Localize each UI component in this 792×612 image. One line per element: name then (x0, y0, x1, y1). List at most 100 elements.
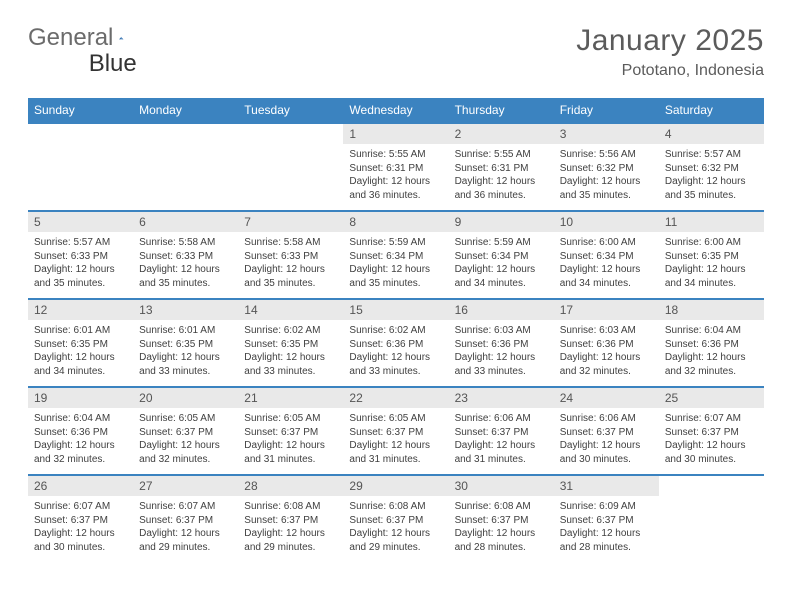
day-content: Sunrise: 5:58 AMSunset: 6:33 PMDaylight:… (238, 232, 343, 298)
day-number: 30 (449, 476, 554, 496)
calendar-day-cell (238, 123, 343, 211)
day-content: Sunrise: 6:01 AMSunset: 6:35 PMDaylight:… (28, 320, 133, 386)
day-content: Sunrise: 6:05 AMSunset: 6:37 PMDaylight:… (238, 408, 343, 474)
day-content: Sunrise: 5:58 AMSunset: 6:33 PMDaylight:… (133, 232, 238, 298)
calendar-week-row: 1Sunrise: 5:55 AMSunset: 6:31 PMDaylight… (28, 123, 764, 211)
calendar-week-row: 12Sunrise: 6:01 AMSunset: 6:35 PMDayligh… (28, 299, 764, 387)
day-content: Sunrise: 6:06 AMSunset: 6:37 PMDaylight:… (449, 408, 554, 474)
day-content: Sunrise: 6:07 AMSunset: 6:37 PMDaylight:… (28, 496, 133, 562)
day-content (133, 144, 238, 202)
calendar-day-cell: 1Sunrise: 5:55 AMSunset: 6:31 PMDaylight… (343, 123, 448, 211)
day-content: Sunrise: 5:55 AMSunset: 6:31 PMDaylight:… (449, 144, 554, 210)
day-number: 1 (343, 124, 448, 144)
calendar-day-cell: 8Sunrise: 5:59 AMSunset: 6:34 PMDaylight… (343, 211, 448, 299)
day-number: 23 (449, 388, 554, 408)
logo-sail-icon (119, 28, 124, 48)
day-content: Sunrise: 6:05 AMSunset: 6:37 PMDaylight:… (343, 408, 448, 474)
location: Pototano, Indonesia (576, 62, 764, 80)
weekday-header: Saturday (659, 98, 764, 123)
day-number: 5 (28, 212, 133, 232)
day-number: 27 (133, 476, 238, 496)
day-number: 17 (554, 300, 659, 320)
day-number: 19 (28, 388, 133, 408)
calendar-day-cell: 20Sunrise: 6:05 AMSunset: 6:37 PMDayligh… (133, 387, 238, 475)
calendar-week-row: 19Sunrise: 6:04 AMSunset: 6:36 PMDayligh… (28, 387, 764, 475)
calendar-day-cell: 14Sunrise: 6:02 AMSunset: 6:35 PMDayligh… (238, 299, 343, 387)
calendar-body: 1Sunrise: 5:55 AMSunset: 6:31 PMDaylight… (28, 123, 764, 562)
weekday-header: Monday (133, 98, 238, 123)
day-content: Sunrise: 6:08 AMSunset: 6:37 PMDaylight:… (343, 496, 448, 562)
day-number (238, 124, 343, 144)
day-content: Sunrise: 6:00 AMSunset: 6:34 PMDaylight:… (554, 232, 659, 298)
calendar-day-cell: 2Sunrise: 5:55 AMSunset: 6:31 PMDaylight… (449, 123, 554, 211)
day-content: Sunrise: 6:04 AMSunset: 6:36 PMDaylight:… (28, 408, 133, 474)
day-content: Sunrise: 6:01 AMSunset: 6:35 PMDaylight:… (133, 320, 238, 386)
day-content: Sunrise: 6:02 AMSunset: 6:36 PMDaylight:… (343, 320, 448, 386)
day-number: 8 (343, 212, 448, 232)
day-number: 10 (554, 212, 659, 232)
calendar-day-cell (28, 123, 133, 211)
calendar-day-cell: 10Sunrise: 6:00 AMSunset: 6:34 PMDayligh… (554, 211, 659, 299)
day-number: 15 (343, 300, 448, 320)
logo: General (28, 24, 147, 52)
weekday-header: Friday (554, 98, 659, 123)
day-content: Sunrise: 5:55 AMSunset: 6:31 PMDaylight:… (343, 144, 448, 210)
day-number: 22 (343, 388, 448, 408)
month-title: January 2025 (576, 24, 764, 58)
calendar-day-cell: 15Sunrise: 6:02 AMSunset: 6:36 PMDayligh… (343, 299, 448, 387)
day-number (659, 476, 764, 496)
calendar-table: Sunday Monday Tuesday Wednesday Thursday… (28, 98, 764, 562)
day-content: Sunrise: 6:08 AMSunset: 6:37 PMDaylight:… (449, 496, 554, 562)
calendar-day-cell: 22Sunrise: 6:05 AMSunset: 6:37 PMDayligh… (343, 387, 448, 475)
weekday-header: Tuesday (238, 98, 343, 123)
calendar-day-cell: 4Sunrise: 5:57 AMSunset: 6:32 PMDaylight… (659, 123, 764, 211)
day-number: 3 (554, 124, 659, 144)
day-number: 28 (238, 476, 343, 496)
day-number: 14 (238, 300, 343, 320)
calendar-day-cell: 28Sunrise: 6:08 AMSunset: 6:37 PMDayligh… (238, 475, 343, 562)
day-content: Sunrise: 5:59 AMSunset: 6:34 PMDaylight:… (343, 232, 448, 298)
calendar-day-cell (659, 475, 764, 562)
calendar-day-cell: 6Sunrise: 5:58 AMSunset: 6:33 PMDaylight… (133, 211, 238, 299)
day-content (28, 144, 133, 202)
calendar-day-cell: 3Sunrise: 5:56 AMSunset: 6:32 PMDaylight… (554, 123, 659, 211)
day-number: 31 (554, 476, 659, 496)
day-number: 7 (238, 212, 343, 232)
day-number (28, 124, 133, 144)
day-content: Sunrise: 6:03 AMSunset: 6:36 PMDaylight:… (554, 320, 659, 386)
day-number: 26 (28, 476, 133, 496)
day-content: Sunrise: 5:57 AMSunset: 6:32 PMDaylight:… (659, 144, 764, 210)
day-number: 12 (28, 300, 133, 320)
day-number: 13 (133, 300, 238, 320)
calendar-week-row: 26Sunrise: 6:07 AMSunset: 6:37 PMDayligh… (28, 475, 764, 562)
day-content: Sunrise: 6:07 AMSunset: 6:37 PMDaylight:… (133, 496, 238, 562)
day-content: Sunrise: 6:08 AMSunset: 6:37 PMDaylight:… (238, 496, 343, 562)
calendar-day-cell (133, 123, 238, 211)
weekday-header: Wednesday (343, 98, 448, 123)
calendar-day-cell: 25Sunrise: 6:07 AMSunset: 6:37 PMDayligh… (659, 387, 764, 475)
day-content: Sunrise: 5:56 AMSunset: 6:32 PMDaylight:… (554, 144, 659, 210)
day-content: Sunrise: 6:06 AMSunset: 6:37 PMDaylight:… (554, 408, 659, 474)
calendar-day-cell: 12Sunrise: 6:01 AMSunset: 6:35 PMDayligh… (28, 299, 133, 387)
day-number: 11 (659, 212, 764, 232)
day-content: Sunrise: 6:05 AMSunset: 6:37 PMDaylight:… (133, 408, 238, 474)
title-block: January 2025 Pototano, Indonesia (576, 24, 764, 80)
day-content: Sunrise: 6:00 AMSunset: 6:35 PMDaylight:… (659, 232, 764, 298)
weekday-header: Thursday (449, 98, 554, 123)
weekday-header: Sunday (28, 98, 133, 123)
calendar-day-cell: 16Sunrise: 6:03 AMSunset: 6:36 PMDayligh… (449, 299, 554, 387)
calendar-day-cell: 9Sunrise: 5:59 AMSunset: 6:34 PMDaylight… (449, 211, 554, 299)
day-number: 6 (133, 212, 238, 232)
day-number: 21 (238, 388, 343, 408)
day-content: Sunrise: 6:03 AMSunset: 6:36 PMDaylight:… (449, 320, 554, 386)
day-number: 18 (659, 300, 764, 320)
day-content (659, 496, 764, 554)
calendar-day-cell: 31Sunrise: 6:09 AMSunset: 6:37 PMDayligh… (554, 475, 659, 562)
day-number: 25 (659, 388, 764, 408)
calendar-day-cell: 26Sunrise: 6:07 AMSunset: 6:37 PMDayligh… (28, 475, 133, 562)
calendar-day-cell: 27Sunrise: 6:07 AMSunset: 6:37 PMDayligh… (133, 475, 238, 562)
day-number: 2 (449, 124, 554, 144)
calendar-day-cell: 24Sunrise: 6:06 AMSunset: 6:37 PMDayligh… (554, 387, 659, 475)
weekday-header-row: Sunday Monday Tuesday Wednesday Thursday… (28, 98, 764, 123)
calendar-day-cell: 29Sunrise: 6:08 AMSunset: 6:37 PMDayligh… (343, 475, 448, 562)
